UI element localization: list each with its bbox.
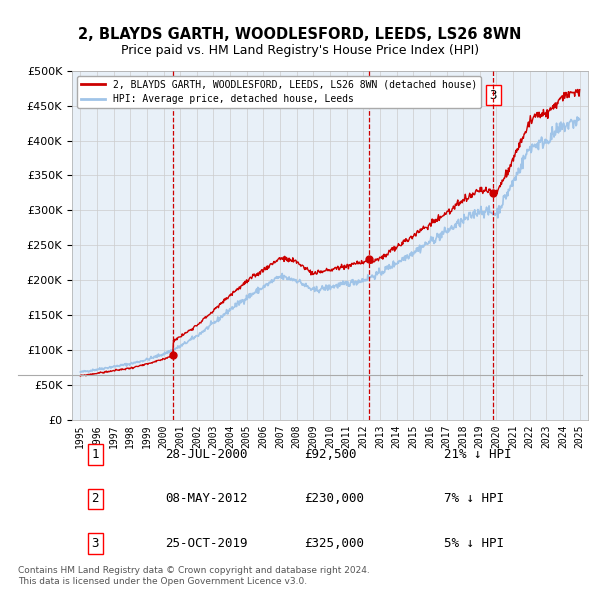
Text: £230,000: £230,000 — [304, 493, 364, 506]
Text: 2: 2 — [365, 88, 373, 101]
Text: 3: 3 — [91, 537, 99, 550]
Text: 25-OCT-2019: 25-OCT-2019 — [165, 537, 247, 550]
Text: 3: 3 — [490, 88, 497, 101]
Text: Price paid vs. HM Land Registry's House Price Index (HPI): Price paid vs. HM Land Registry's House … — [121, 44, 479, 57]
Text: £325,000: £325,000 — [304, 537, 364, 550]
Text: 2, BLAYDS GARTH, WOODLESFORD, LEEDS, LS26 8WN: 2, BLAYDS GARTH, WOODLESFORD, LEEDS, LS2… — [79, 27, 521, 41]
Text: Contains HM Land Registry data © Crown copyright and database right 2024.: Contains HM Land Registry data © Crown c… — [18, 566, 370, 575]
Text: 08-MAY-2012: 08-MAY-2012 — [165, 493, 247, 506]
Text: 1: 1 — [91, 448, 99, 461]
Text: £92,500: £92,500 — [304, 448, 357, 461]
Text: 2: 2 — [91, 493, 99, 506]
Legend: 2, BLAYDS GARTH, WOODLESFORD, LEEDS, LS26 8WN (detached house), HPI: Average pri: 2, BLAYDS GARTH, WOODLESFORD, LEEDS, LS2… — [77, 76, 481, 109]
Text: 1: 1 — [169, 88, 177, 101]
Text: 28-JUL-2000: 28-JUL-2000 — [165, 448, 247, 461]
Text: 7% ↓ HPI: 7% ↓ HPI — [443, 493, 503, 506]
Text: This data is licensed under the Open Government Licence v3.0.: This data is licensed under the Open Gov… — [18, 577, 307, 586]
Text: 21% ↓ HPI: 21% ↓ HPI — [443, 448, 511, 461]
Text: 5% ↓ HPI: 5% ↓ HPI — [443, 537, 503, 550]
